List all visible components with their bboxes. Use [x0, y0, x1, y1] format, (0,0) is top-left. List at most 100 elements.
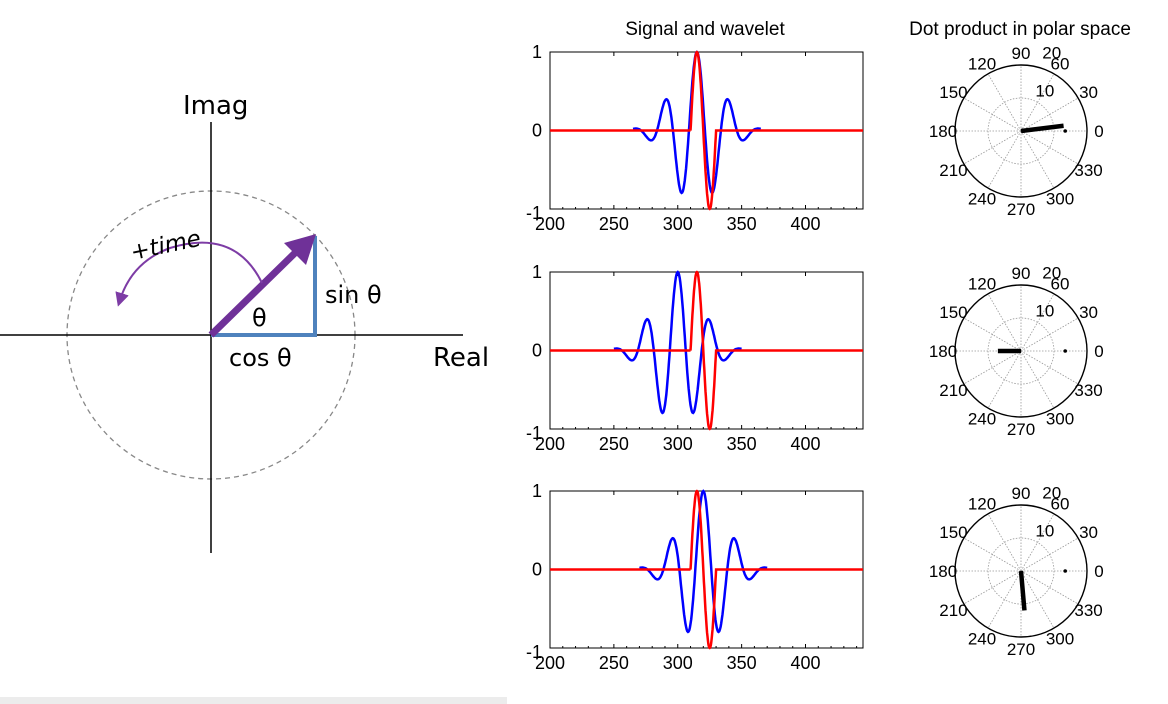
polar-angle-label: 90 [1012, 484, 1031, 503]
time-label: +time [128, 226, 203, 266]
x-tick-label: 350 [727, 434, 757, 454]
polar-angle-label: 210 [939, 381, 967, 400]
polar-angle-label: 60 [1051, 54, 1070, 73]
polar-angle-label: 150 [939, 83, 967, 102]
signal-line [550, 50, 863, 211]
polar-angle-label: 330 [1074, 161, 1102, 180]
polar-angle-label: 150 [939, 303, 967, 322]
phase-vector [208, 247, 301, 338]
polar-angle-label: 90 [1012, 44, 1031, 63]
x-tick-label: 400 [790, 434, 820, 454]
x-tick-label: 350 [727, 653, 757, 673]
polar-spoke [1020, 293, 1055, 352]
polar-angle-label: 330 [1074, 601, 1102, 620]
polar-angle-label: 300 [1046, 190, 1074, 209]
polar-spoke [1020, 350, 1079, 385]
polar-angle-label: 0 [1094, 562, 1103, 581]
polar-spoke [1020, 570, 1079, 605]
polar-angle-label: 240 [968, 190, 996, 209]
x-tick-label: 400 [790, 214, 820, 234]
polar-spoke [1020, 73, 1055, 132]
polar-angle-label: 120 [968, 274, 996, 293]
polar-radius-label: 10 [1035, 522, 1054, 541]
wavelet-line [639, 489, 768, 634]
polar-outer-circle [954, 284, 1088, 418]
polar-spoke [987, 293, 1022, 352]
y-tick-label: 1 [532, 481, 542, 501]
polar-spoke [963, 130, 1022, 165]
x-tick-label: 250 [599, 434, 629, 454]
signal-line [550, 270, 863, 431]
x-tick-label: 300 [663, 653, 693, 673]
y-tick-label: 0 [532, 560, 542, 580]
polar-spoke [963, 570, 1022, 605]
polar-grid-circle [987, 97, 1055, 165]
polar-angle-label: 240 [968, 410, 996, 429]
y-tick-label: -1 [526, 423, 542, 443]
dot-product-vector [1018, 570, 1027, 611]
y-tick-label: 0 [532, 121, 542, 141]
wavelet-line [632, 50, 762, 195]
wavelet-line [613, 270, 742, 415]
y-tick-label: 0 [532, 341, 542, 361]
unit-circle-diagram: Imag Real +time θ sin θ cos θ [0, 91, 489, 553]
polar-radius-label: 20 [1042, 43, 1061, 62]
polar-angle-label: 300 [1046, 630, 1074, 649]
polar-spoke [987, 513, 1022, 572]
polar-angle-label: 330 [1074, 381, 1102, 400]
signal-chart-2: 200 250 300 350 400 1 0 -1 [526, 262, 864, 454]
polar-angle-label: 150 [939, 523, 967, 542]
polar-angle-label: 210 [939, 161, 967, 180]
time-arrow [115, 241, 263, 307]
polar-panel-title: Dot product in polar space [909, 19, 1131, 40]
polar-angle-label: 270 [1007, 420, 1035, 439]
polar-angle-label: 120 [968, 54, 996, 73]
polar-angle-label: 180 [929, 122, 957, 141]
polar-angle-label: 120 [968, 494, 996, 513]
polar-angle-label: 270 [1007, 640, 1035, 659]
polar-spoke [1020, 513, 1055, 572]
polar-angle-label: 30 [1079, 303, 1098, 322]
x-tick-label: 300 [663, 214, 693, 234]
polar-reference-dot [1063, 349, 1068, 353]
x-tick-label: 250 [599, 653, 629, 673]
polar-spoke [987, 73, 1022, 132]
signal-line [550, 489, 863, 650]
polar-spoke [1020, 130, 1055, 189]
x-tick-label: 300 [663, 434, 693, 454]
polar-angle-label: 0 [1094, 342, 1103, 361]
y-tick-label: -1 [526, 642, 542, 662]
polar-spoke [1020, 130, 1079, 165]
polar-spoke [987, 130, 1022, 189]
theta-label: θ [252, 304, 267, 332]
phase-vector-arrowhead [284, 234, 316, 265]
real-label: Real [433, 343, 489, 373]
y-tick-label: 1 [532, 42, 542, 62]
polar-angle-label: 60 [1051, 494, 1070, 513]
polar-angle-label: 210 [939, 601, 967, 620]
cos-label: cos θ [229, 344, 292, 372]
polar-reference-dot [1063, 129, 1068, 133]
polar-radius-label: 10 [1035, 82, 1054, 101]
polar-angle-label: 0 [1094, 122, 1103, 141]
signal-chart-3: 200 250 300 350 400 1 0 -1 [526, 481, 864, 673]
x-tick-label: 350 [727, 214, 757, 234]
signal-chart-1: 200 250 300 350 400 1 0 -1 [526, 42, 864, 234]
sin-label: sin θ [325, 281, 382, 309]
polar-angle-label: 300 [1046, 410, 1074, 429]
polar-spoke [963, 97, 1022, 132]
x-tick-label: 200 [535, 434, 565, 454]
polar-outer-circle [954, 64, 1088, 198]
polar-spoke [963, 350, 1022, 385]
signal-panel-title: Signal and wavelet [625, 19, 785, 40]
polar-angle-label: 60 [1051, 274, 1070, 293]
polar-reference-dot [1063, 569, 1068, 573]
polar-angle-label: 90 [1012, 264, 1031, 283]
y-tick-label: -1 [526, 203, 542, 223]
polar-radius-label: 10 [1035, 302, 1054, 321]
x-tick-label: 250 [599, 214, 629, 234]
polar-outer-circle [954, 504, 1088, 638]
